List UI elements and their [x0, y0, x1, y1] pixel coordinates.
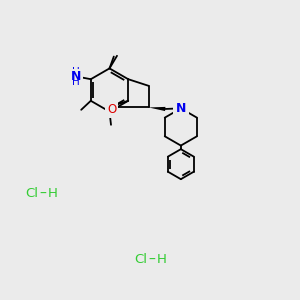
Text: N: N — [71, 70, 81, 83]
Text: O: O — [107, 103, 116, 116]
Text: H: H — [72, 67, 80, 77]
Text: –: – — [39, 187, 46, 200]
Text: H: H — [157, 253, 167, 266]
Text: Cl: Cl — [25, 187, 38, 200]
Polygon shape — [149, 107, 165, 111]
Text: Cl: Cl — [134, 253, 148, 266]
Text: N: N — [176, 102, 186, 115]
Text: H: H — [72, 77, 80, 87]
Text: –: – — [149, 253, 155, 266]
Text: H: H — [48, 187, 57, 200]
